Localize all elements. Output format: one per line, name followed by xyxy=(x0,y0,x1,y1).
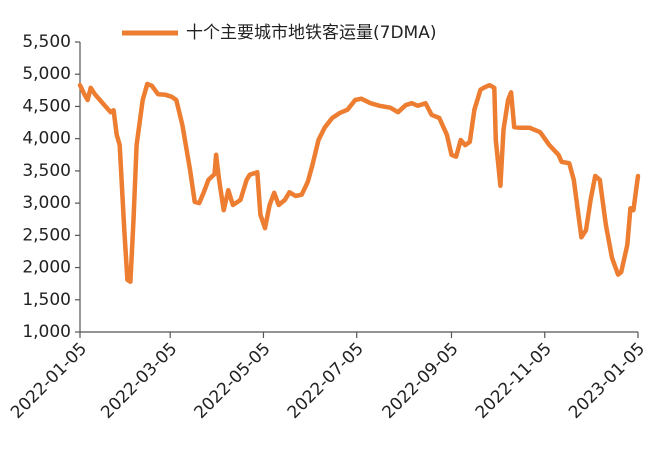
x-tick-label: 2022-03-05 xyxy=(97,339,181,423)
x-tick-label: 2022-07-05 xyxy=(284,339,368,423)
y-tick-label: 4,000 xyxy=(22,129,71,149)
x-tick-label: 2023-01-05 xyxy=(565,339,649,423)
y-tick-label: 3,000 xyxy=(22,193,71,213)
legend-label: 十个主要城市地铁客运量(7DMA) xyxy=(186,23,436,43)
line-series xyxy=(77,81,641,284)
x-tick-label: 2022-01-05 xyxy=(7,339,91,423)
y-tick-label: 5,000 xyxy=(22,64,71,84)
y-tick-label: 2,500 xyxy=(22,225,71,245)
x-tick-label: 2022-05-05 xyxy=(191,339,275,423)
y-tick-label: 5,500 xyxy=(22,32,71,52)
y-tick-label: 4,500 xyxy=(22,96,71,116)
y-tick-label: 2,000 xyxy=(22,258,71,278)
x-tick-label: 2022-11-05 xyxy=(472,339,556,423)
y-tick-label: 1,500 xyxy=(22,290,71,310)
x-tick-label: 2022-09-05 xyxy=(379,339,463,423)
y-tick-label: 1,000 xyxy=(22,322,71,342)
y-tick-label: 3,500 xyxy=(22,161,71,181)
